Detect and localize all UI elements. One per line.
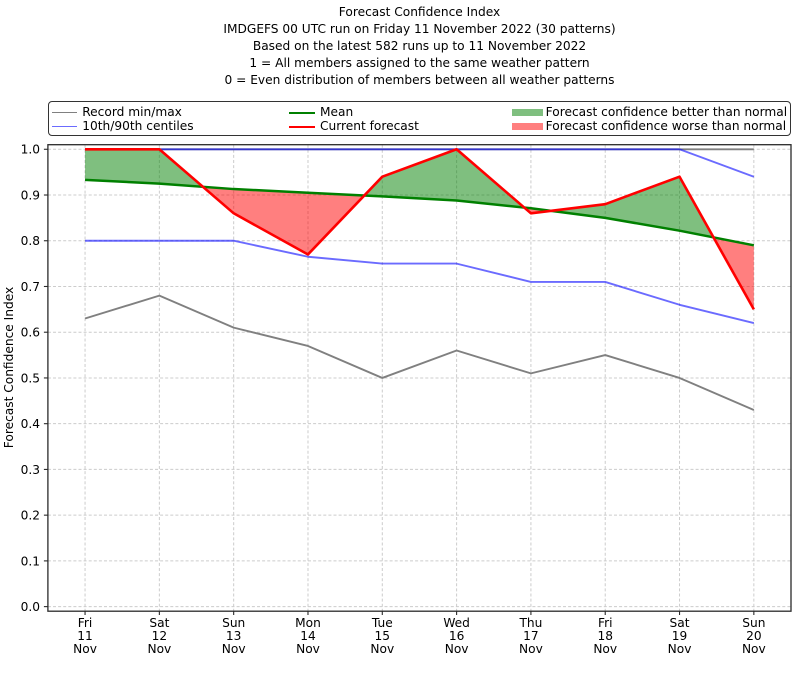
fill-better-than-normal — [550, 176, 714, 238]
x-tick-label: Thu — [518, 616, 542, 630]
x-tick-label: Fri — [78, 616, 93, 630]
legend-label: Mean — [319, 105, 354, 120]
y-tick-label: 0.1 — [21, 554, 40, 568]
y-tick-label: 1.0 — [21, 143, 40, 157]
x-tick-label: Sat — [670, 616, 690, 630]
series-line-forecast — [85, 147, 755, 310]
legend-swatch-patch — [511, 122, 543, 131]
x-tick-label: 18 — [597, 629, 613, 643]
x-tick-label: Nov — [222, 642, 246, 656]
fill-better-than-normal — [85, 149, 203, 187]
x-tick-label: Nov — [593, 642, 617, 656]
legend: Record min/max 10th/90th centiles Mean Curr… — [47, 100, 791, 137]
legend-label: Forecast confidence worse than normal — [545, 119, 787, 134]
legend-swatch-line — [51, 126, 78, 128]
series-line-centile_90 — [85, 148, 755, 178]
y-tick-label: 0.2 — [21, 509, 40, 523]
x-tick-label: Sat — [149, 616, 169, 630]
x-tick-label: Fri — [598, 616, 613, 630]
x-tick-label: Mon — [295, 616, 321, 630]
series-line-record_min — [84, 294, 755, 411]
chart-subtitle-runs: Based on the latest 582 runs up to 11 No… — [252, 38, 587, 53]
y-tick-label: 0.6 — [21, 326, 40, 340]
legend-item: Record min/max — [51, 105, 182, 120]
x-tick-label: Sun — [222, 616, 245, 630]
x-tick-label: Wed — [443, 616, 470, 630]
y-tick-label: 0.9 — [21, 188, 40, 202]
legend-item: Current forecast — [289, 120, 419, 134]
legend-item: Forecast confidence better than normal — [511, 105, 788, 120]
y-axis-label: Forecast Confidence Index — [2, 287, 16, 448]
series-line-centile_10 — [85, 239, 755, 324]
legend-label: 10th/90th centiles — [82, 119, 194, 134]
x-tick-label: 13 — [226, 629, 242, 643]
y-tick-label: 0.5 — [21, 371, 40, 385]
chart-subtitle-run: IMDGEFS 00 UTC run on Friday 11 November… — [223, 21, 616, 36]
x-tick-label: Sun — [742, 616, 765, 630]
legend-swatch-line — [289, 111, 315, 114]
tick-layer: 0.00.10.20.30.40.50.60.70.80.91.0Fri11No… — [21, 143, 766, 656]
x-tick-label: 16 — [449, 629, 465, 643]
x-tick-label: Nov — [73, 642, 97, 656]
chart-subtitle-scale-1: 1 = All members assigned to the same wea… — [249, 55, 590, 70]
x-tick-label: Nov — [445, 642, 469, 656]
x-tick-label: 14 — [300, 629, 316, 643]
legend-swatch-patch — [511, 108, 543, 117]
title-block: Forecast Confidence Index IMDGEFS 00 UTC… — [47, 4, 792, 89]
series-layer — [84, 147, 755, 411]
series-line-mean — [84, 178, 755, 247]
legend-item: Mean — [289, 106, 353, 120]
legend-label: Record min/max — [82, 105, 182, 120]
y-tick-label: 0.3 — [21, 463, 40, 477]
legend-label: Current forecast — [319, 119, 419, 134]
fill-better-than-normal — [364, 149, 525, 208]
y-tick-label: 0.8 — [21, 234, 40, 248]
y-tick-label: 0.4 — [21, 417, 41, 431]
legend-item: Forecast confidence worse than normal — [511, 119, 787, 134]
y-tick-label: 0.7 — [21, 280, 40, 294]
legend-swatch-line — [289, 125, 315, 128]
x-tick-label: 12 — [152, 629, 168, 643]
x-tick-label: 17 — [523, 629, 539, 643]
legend-item: 10th/90th centiles — [51, 119, 194, 134]
x-tick-label: 15 — [375, 629, 391, 643]
x-tick-label: 11 — [77, 629, 93, 643]
legend-label: Forecast confidence better than normal — [545, 105, 788, 120]
x-tick-label: Nov — [296, 642, 320, 656]
x-tick-label: Nov — [742, 642, 766, 656]
chart-subtitle-scale-0: 0 = Even distribution of members between… — [224, 72, 615, 87]
chart-title: Forecast Confidence Index — [338, 4, 501, 19]
x-tick-label: Nov — [370, 642, 394, 656]
legend-swatch-line — [51, 112, 78, 114]
x-tick-label: 19 — [672, 629, 688, 643]
x-tick-label: Nov — [147, 642, 171, 656]
x-tick-label: Tue — [371, 616, 393, 630]
x-tick-label: Nov — [519, 642, 543, 656]
x-tick-label: 20 — [746, 629, 762, 643]
y-tick-label: 0.0 — [21, 600, 40, 614]
x-tick-label: Nov — [668, 642, 692, 656]
